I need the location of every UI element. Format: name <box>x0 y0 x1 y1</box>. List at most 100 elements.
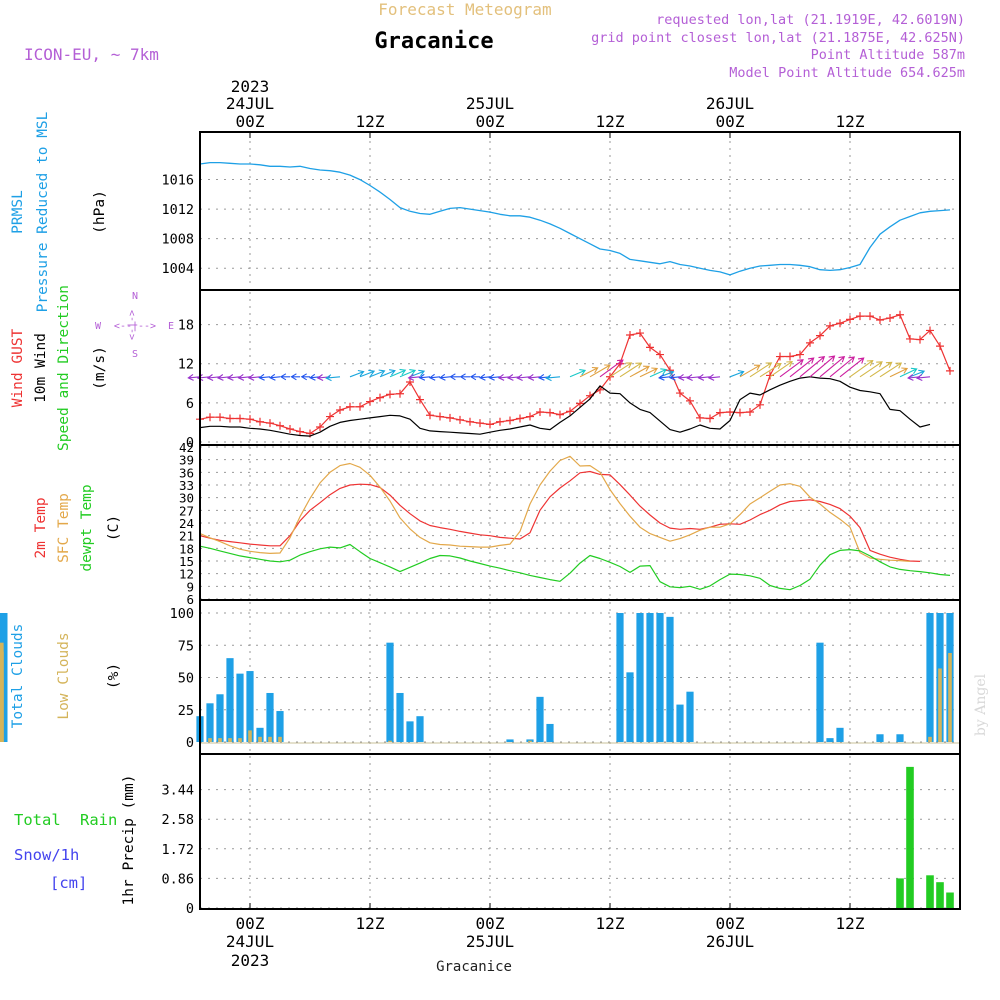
temp-label-2m: 2m Temp <box>33 497 49 558</box>
precip-label-rain: Rain <box>80 811 117 829</box>
total-cloud-bar <box>526 739 534 742</box>
total-cloud-bar <box>666 616 674 742</box>
wind-direction-arrow <box>658 373 671 381</box>
gust-marker <box>486 420 494 429</box>
clouds-label-total: Total Clouds <box>10 624 26 729</box>
gust-marker <box>806 338 814 347</box>
gust-marker <box>886 314 894 323</box>
gust-marker <box>546 408 554 417</box>
wind-direction-arrow <box>206 374 221 381</box>
gust-marker <box>926 326 934 335</box>
low-cloud-bar <box>248 730 252 742</box>
total-cloud-bar <box>636 613 644 742</box>
total-cloud-bar <box>206 703 214 742</box>
y-tick-label: 12 <box>179 567 194 582</box>
time-label-bottom: 00Z <box>716 914 745 933</box>
wind-direction-arrow <box>409 369 426 378</box>
gust-marker <box>276 421 284 430</box>
gust-marker <box>426 411 434 420</box>
low-cloud-bar <box>258 736 262 742</box>
data-layer <box>0 163 960 908</box>
gust-marker <box>856 312 864 321</box>
y-tick-label: 0 <box>186 435 194 451</box>
wind-direction-arrow <box>759 363 782 378</box>
compass-arrows: <--|--> <box>114 321 156 332</box>
gust-marker <box>536 407 544 416</box>
wind-direction-arrow <box>829 356 856 378</box>
y-tick-label: 1004 <box>161 261 194 277</box>
gust-marker <box>396 389 404 398</box>
gust-marker <box>816 331 824 340</box>
y-tick-label: 27 <box>179 503 194 518</box>
gust-marker <box>206 413 214 422</box>
panel-frame <box>199 131 961 291</box>
total-cloud-bar <box>626 672 634 742</box>
pressure-unit-label: (hPa) <box>92 190 108 234</box>
y-tick-label: 75 <box>178 638 194 654</box>
gust-marker <box>726 407 734 416</box>
wind-direction-arrow <box>247 373 261 381</box>
wind-direction-arrow <box>839 357 865 378</box>
time-label-bottom: 00Z <box>476 914 505 933</box>
watermark: by Angel <box>973 673 989 736</box>
y-tick-label: 0 <box>186 735 194 751</box>
gust-marker <box>706 414 714 423</box>
gust-marker <box>216 413 224 422</box>
total-cloud-bar <box>826 738 834 742</box>
total-cloud-bar <box>896 734 904 742</box>
clouds-unit-label: (%) <box>106 663 122 689</box>
compass-east: E <box>168 321 174 332</box>
wind-direction-arrow <box>290 373 300 381</box>
total-cloud-bar <box>676 704 684 742</box>
sfc-temp-line <box>199 455 911 562</box>
temp-label-dewpt: dewpt Temp <box>79 484 95 571</box>
total-cloud-bar <box>816 642 824 742</box>
low-cloud-bar <box>938 668 942 742</box>
gust-marker <box>376 393 384 402</box>
wind-direction-arrow <box>707 373 721 381</box>
y-tick-label: 18 <box>178 318 194 334</box>
wind-direction-arrow <box>439 373 451 381</box>
wind-direction-arrow <box>579 366 599 378</box>
chart-title: Forecast Meteogram <box>378 0 551 19</box>
gust-marker <box>576 399 584 408</box>
total-cloud-bar <box>246 671 254 742</box>
date-label-top: 25JUL <box>466 94 514 113</box>
year-label-bottom: 2023 <box>231 951 270 970</box>
gust-marker <box>626 331 634 340</box>
time-label-top: 12Z <box>356 112 385 131</box>
wind-direction-arrow <box>469 373 480 381</box>
gust-marker <box>296 427 304 436</box>
wind-direction-arrow <box>527 373 541 381</box>
year-label-top: 2023 <box>231 77 270 96</box>
y-tick-label: 9 <box>186 579 194 594</box>
wind-direction-arrow <box>269 373 281 381</box>
precip-bar <box>946 892 954 908</box>
grid-point-coords: grid point closest lon,lat (21.1875E, 42… <box>591 30 965 46</box>
y-tick-label: 30 <box>179 491 194 506</box>
gust-marker <box>266 419 274 428</box>
total-cloud-bar <box>256 727 264 742</box>
wind-direction-arrow <box>799 356 826 378</box>
wind-direction-arrow <box>729 369 745 378</box>
wind-direction-arrow <box>589 364 611 378</box>
wind-direction-arrow <box>809 355 836 378</box>
y-tick-label: 1016 <box>161 173 194 189</box>
y-tick-label: 3.44 <box>161 783 194 799</box>
total-cloud-bar <box>276 711 284 742</box>
wind-direction-arrow <box>599 359 624 378</box>
wind-direction-arrow <box>889 367 909 378</box>
wind-direction-arrow <box>569 369 587 378</box>
wind-direction-arrow <box>899 367 918 378</box>
low-cloud-bar <box>928 736 932 742</box>
total-cloud-bar <box>546 723 554 742</box>
y-tick-label: 25 <box>178 703 194 719</box>
gust-marker <box>326 412 334 421</box>
y-tick-label: 0 <box>186 901 194 917</box>
gust-marker <box>336 406 344 415</box>
wind-direction-arrow <box>349 369 365 378</box>
gust-marker <box>876 316 884 325</box>
wind-direction-arrow <box>399 369 417 378</box>
time-label-top: 00Z <box>476 112 505 131</box>
model-altitude: Model Point Altitude 654.625m <box>729 65 965 81</box>
